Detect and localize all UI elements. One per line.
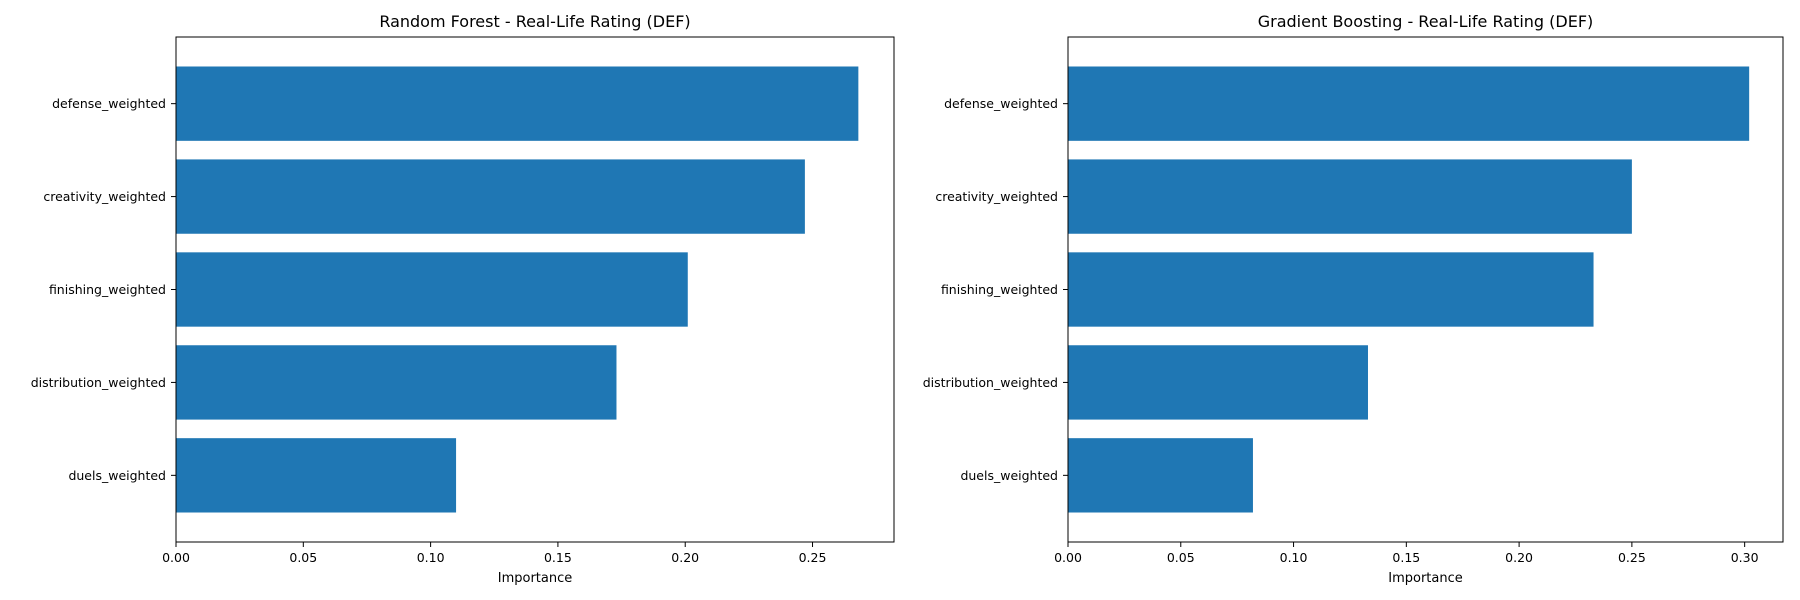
bar	[176, 438, 457, 513]
x-axis-label: Importance	[498, 571, 573, 586]
x-tick-label: 0.05	[1167, 550, 1195, 565]
chart-title: Random Forest - Real-Life Rating (DEF)	[379, 12, 690, 31]
bar	[1068, 345, 1368, 420]
bar	[1068, 66, 1750, 141]
y-tick-label: duels_weighted	[68, 468, 166, 483]
x-tick-label: 0.00	[162, 550, 190, 565]
bar	[176, 159, 805, 234]
y-tick-label: distribution_weighted	[923, 375, 1058, 390]
x-tick-label: 0.15	[544, 550, 572, 565]
x-tick-label: 0.20	[1505, 550, 1533, 565]
y-tick-label: creativity_weighted	[935, 189, 1058, 204]
x-tick-label: 0.30	[1731, 550, 1759, 565]
y-tick-label: distribution_weighted	[31, 375, 166, 390]
y-tick-label: defense_weighted	[52, 96, 166, 111]
bar	[1068, 159, 1632, 234]
y-tick-label: finishing_weighted	[49, 282, 166, 297]
x-axis-label: Importance	[1388, 571, 1463, 586]
x-tick-label: 0.00	[1054, 550, 1082, 565]
x-tick-label: 0.20	[671, 550, 699, 565]
chart-panel-2: defense_weighted creativity_weightedfinis…	[923, 12, 1784, 586]
chart-title: Gradient Boosting - Real-Life Rating (DE…	[1258, 12, 1594, 31]
chart-panel-1: defense_weighted creativity_weightedfinis…	[31, 12, 895, 586]
y-tick-label: duels_weighted	[960, 468, 1058, 483]
bar	[176, 252, 688, 327]
x-tick-label: 0.25	[799, 550, 827, 565]
x-tick-label: 0.15	[1392, 550, 1420, 565]
x-tick-label: 0.10	[417, 550, 445, 565]
x-tick-label: 0.25	[1618, 550, 1646, 565]
bar	[1068, 438, 1253, 513]
plot-frame	[175, 36, 895, 543]
bar	[176, 66, 859, 141]
bar	[1068, 252, 1594, 327]
y-tick-label: creativity_weighted	[43, 189, 166, 204]
y-tick-label: defense_weighted	[944, 96, 1058, 111]
x-tick-label: 0.05	[289, 550, 317, 565]
x-tick-label: 0.10	[1280, 550, 1308, 565]
plot-frame	[1067, 36, 1784, 543]
y-tick-label: finishing_weighted	[941, 282, 1058, 297]
bar	[176, 345, 617, 420]
